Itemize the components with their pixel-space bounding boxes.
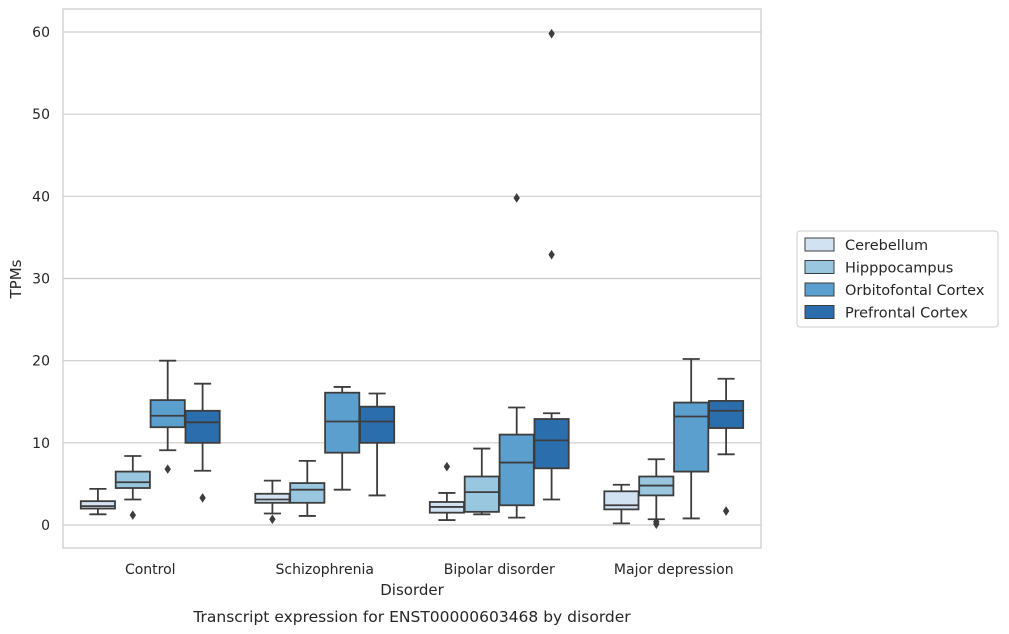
outlier-point <box>129 510 136 520</box>
box-1-3 <box>638 458 675 529</box>
box-2-0 <box>149 359 186 474</box>
box-1-1 <box>289 460 326 517</box>
box-body <box>359 405 396 444</box>
box-series <box>79 28 745 529</box>
y-tick-label: 0 <box>41 518 50 534</box>
y-tick-label: 20 <box>32 354 50 370</box>
x-tick-label: Major depression <box>614 562 734 578</box>
box-body <box>533 418 570 470</box>
box-body <box>463 475 500 513</box>
legend-frame <box>796 230 999 328</box>
y-axis-label: TPMs <box>7 259 25 299</box>
legend-swatch <box>804 305 835 319</box>
legend: Cerebellum Hipppocampus Orbitofontal Corte… <box>796 230 999 328</box>
box-0-3 <box>603 483 640 525</box>
y-tick-label: 50 <box>32 107 50 123</box>
legend-swatch <box>804 282 835 297</box>
box-body <box>603 490 640 511</box>
outlier-point <box>443 461 451 472</box>
outlier-point <box>513 193 520 203</box>
box-body <box>254 492 291 504</box>
box-body <box>184 409 221 444</box>
x-tick-label: Schizophrenia <box>276 562 374 578</box>
box-1-0 <box>114 455 151 520</box>
x-tick-label: Control <box>125 562 176 578</box>
y-tick-label: 30 <box>32 272 50 288</box>
box-body <box>708 400 745 429</box>
outlier-point <box>653 516 660 527</box>
y-tick-label: 60 <box>32 25 50 41</box>
y-tick-label: 10 <box>32 436 50 452</box>
chart-caption: Transcript expression for ENST0000060346… <box>192 608 631 626</box>
legend-label: Hipppocampus <box>845 261 953 277</box>
outlier-point <box>269 514 276 525</box>
outlier-point <box>548 28 555 39</box>
box-body <box>289 482 326 504</box>
box-body <box>673 401 710 473</box>
box-body <box>79 500 116 510</box>
box-2-2 <box>498 193 535 519</box>
legend-label: Cerebellum <box>845 238 928 254</box>
outlier-point <box>199 493 206 503</box>
box-body <box>498 433 535 507</box>
y-tick-label: 40 <box>32 189 50 205</box>
legend-swatch <box>804 260 835 274</box>
box-3-3 <box>708 377 745 516</box>
gridlines <box>63 31 761 526</box>
outlier-point <box>548 249 555 260</box>
box-2-3 <box>673 358 710 520</box>
outlier-point <box>164 464 171 474</box>
box-1-2 <box>463 447 500 516</box>
box-3-0 <box>184 382 221 503</box>
legend-label: Orbitofontal Cortex <box>845 283 985 299</box>
box-body <box>149 399 186 429</box>
x-tick-label: Bipolar disorder <box>444 562 555 578</box>
legend-swatch <box>804 237 835 252</box>
x-tick-labels: Control Schizophrenia Bipolar disorder Majo… <box>125 562 734 578</box>
box-body <box>114 470 151 489</box>
box-3-2 <box>533 28 570 501</box>
box-2-1 <box>324 386 361 491</box>
box-body <box>324 391 361 454</box>
box-3-1 <box>359 392 396 497</box>
box-0-0 <box>79 487 116 516</box>
outlier-point <box>722 506 730 516</box>
y-tick-labels: 0 10 20 30 40 50 60 <box>32 25 50 534</box>
plot-frame <box>62 8 762 549</box>
x-axis-label: Disorder <box>380 581 444 599</box>
legend-label: Prefrontal Cortex <box>845 306 968 322</box>
